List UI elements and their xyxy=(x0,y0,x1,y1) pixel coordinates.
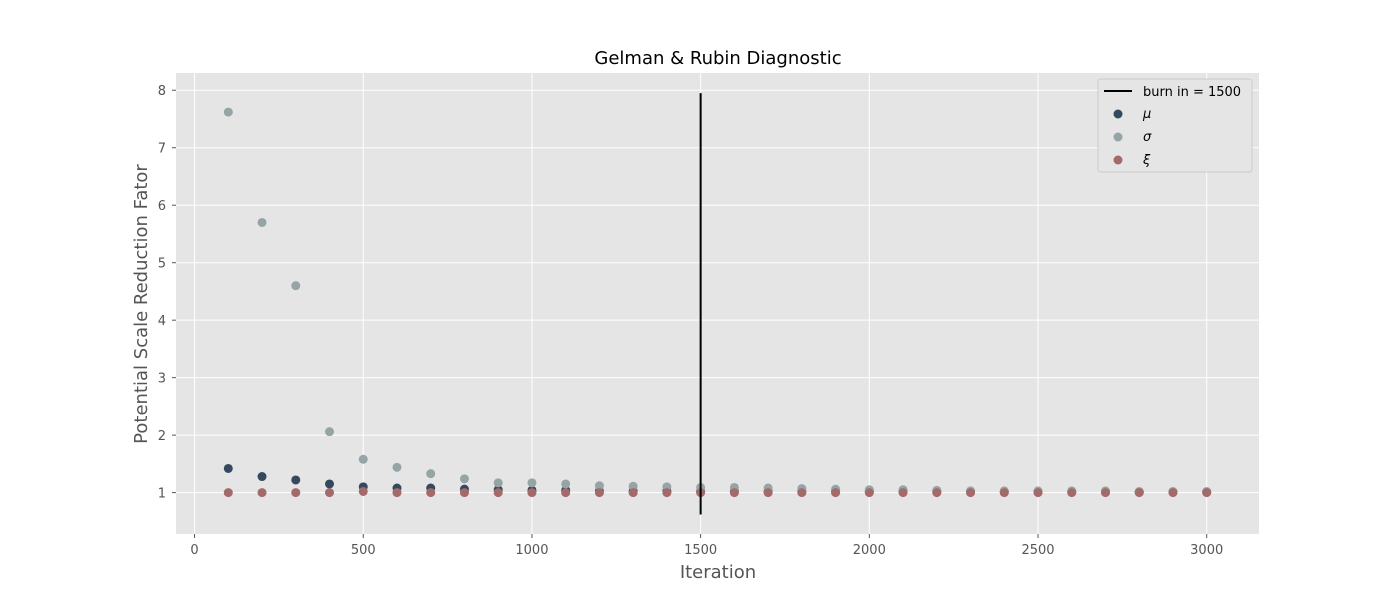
data-point-series-3 xyxy=(392,488,402,498)
data-point-series-1 xyxy=(223,463,233,473)
data-point-series-3 xyxy=(763,488,773,498)
data-point-series-3 xyxy=(864,488,874,498)
data-point-series-3 xyxy=(628,488,638,498)
data-point-series-3 xyxy=(1033,488,1043,498)
x-tick-label: 3000 xyxy=(1190,543,1223,558)
data-point-series-1 xyxy=(325,479,335,489)
legend-marker-series-1 xyxy=(1113,109,1123,119)
data-point-series-2 xyxy=(527,478,537,488)
data-point-series-3 xyxy=(291,488,301,498)
data-point-series-2 xyxy=(291,281,301,291)
data-point-series-2 xyxy=(493,478,503,488)
y-tick-label: 6 xyxy=(158,199,166,214)
data-point-series-3 xyxy=(1100,488,1110,498)
y-tick-label: 3 xyxy=(158,372,166,387)
x-tick-label: 2000 xyxy=(853,543,886,558)
data-point-series-3 xyxy=(1067,488,1077,498)
data-point-series-3 xyxy=(257,488,267,498)
data-point-series-3 xyxy=(932,488,942,498)
data-point-series-3 xyxy=(358,486,368,496)
x-axis: 0 500 1000 1500 2000 2500 3000 xyxy=(190,534,1223,558)
data-point-series-3 xyxy=(223,488,233,498)
y-tick-label: 5 xyxy=(158,257,166,272)
data-point-series-3 xyxy=(594,488,604,498)
chart-title: Gelman & Rubin Diagnostic xyxy=(594,48,841,69)
data-point-series-3 xyxy=(459,488,469,498)
data-point-series-2 xyxy=(594,481,604,491)
y-axis-label: Potential Scale Reduction Fator xyxy=(131,164,152,444)
y-tick-label: 7 xyxy=(158,142,166,157)
x-tick-label: 0 xyxy=(190,543,198,558)
data-point-series-2 xyxy=(223,107,233,117)
data-point-series-3 xyxy=(662,488,672,498)
y-tick-label: 8 xyxy=(158,84,166,99)
data-point-series-2 xyxy=(358,454,368,464)
data-point-series-3 xyxy=(1202,488,1212,498)
legend: burn in = 1500 μσξ xyxy=(1097,78,1253,173)
data-point-series-3 xyxy=(729,488,739,498)
data-point-series-3 xyxy=(831,488,841,498)
x-tick-label: 2500 xyxy=(1021,543,1054,558)
data-point-series-3 xyxy=(325,488,335,498)
legend-box xyxy=(1097,78,1253,173)
legend-marker-series-3 xyxy=(1113,155,1123,165)
x-tick-label: 500 xyxy=(351,543,376,558)
data-point-series-2 xyxy=(257,217,267,227)
data-point-series-2 xyxy=(459,474,469,484)
data-point-series-3 xyxy=(426,488,436,498)
legend-marker-series-2 xyxy=(1113,132,1123,142)
data-point-series-2 xyxy=(561,479,571,489)
y-tick-label: 1 xyxy=(158,487,166,502)
data-point-series-2 xyxy=(426,469,436,479)
data-point-series-3 xyxy=(1134,488,1144,498)
x-tick-label: 1500 xyxy=(684,543,717,558)
data-point-series-3 xyxy=(1168,488,1178,498)
data-point-series-2 xyxy=(325,427,335,437)
y-axis: 1 2 3 4 5 6 7 8 xyxy=(158,84,176,502)
data-point-series-1 xyxy=(291,475,301,485)
grid xyxy=(176,73,1259,534)
y-tick-label: 4 xyxy=(158,314,166,329)
plot-area xyxy=(176,73,1259,534)
y-tick-label: 2 xyxy=(158,429,166,444)
data-point-series-3 xyxy=(561,488,571,498)
data-points xyxy=(223,107,1212,498)
legend-label-burn-in: burn in = 1500 xyxy=(1143,85,1241,100)
x-axis-label: Iteration xyxy=(680,562,756,583)
data-point-series-2 xyxy=(392,462,402,472)
data-point-series-2 xyxy=(628,481,638,491)
legend-label-series-1: μ xyxy=(1142,107,1151,122)
legend-label-series-2: σ xyxy=(1143,130,1152,145)
data-point-series-3 xyxy=(999,488,1009,498)
legend-label-series-3: ξ xyxy=(1142,153,1151,168)
data-point-series-3 xyxy=(898,488,908,498)
data-point-series-3 xyxy=(966,488,976,498)
data-point-series-1 xyxy=(257,472,267,482)
data-point-series-3 xyxy=(527,488,537,498)
data-point-series-3 xyxy=(797,488,807,498)
x-tick-label: 1000 xyxy=(515,543,548,558)
data-point-series-3 xyxy=(493,488,503,498)
